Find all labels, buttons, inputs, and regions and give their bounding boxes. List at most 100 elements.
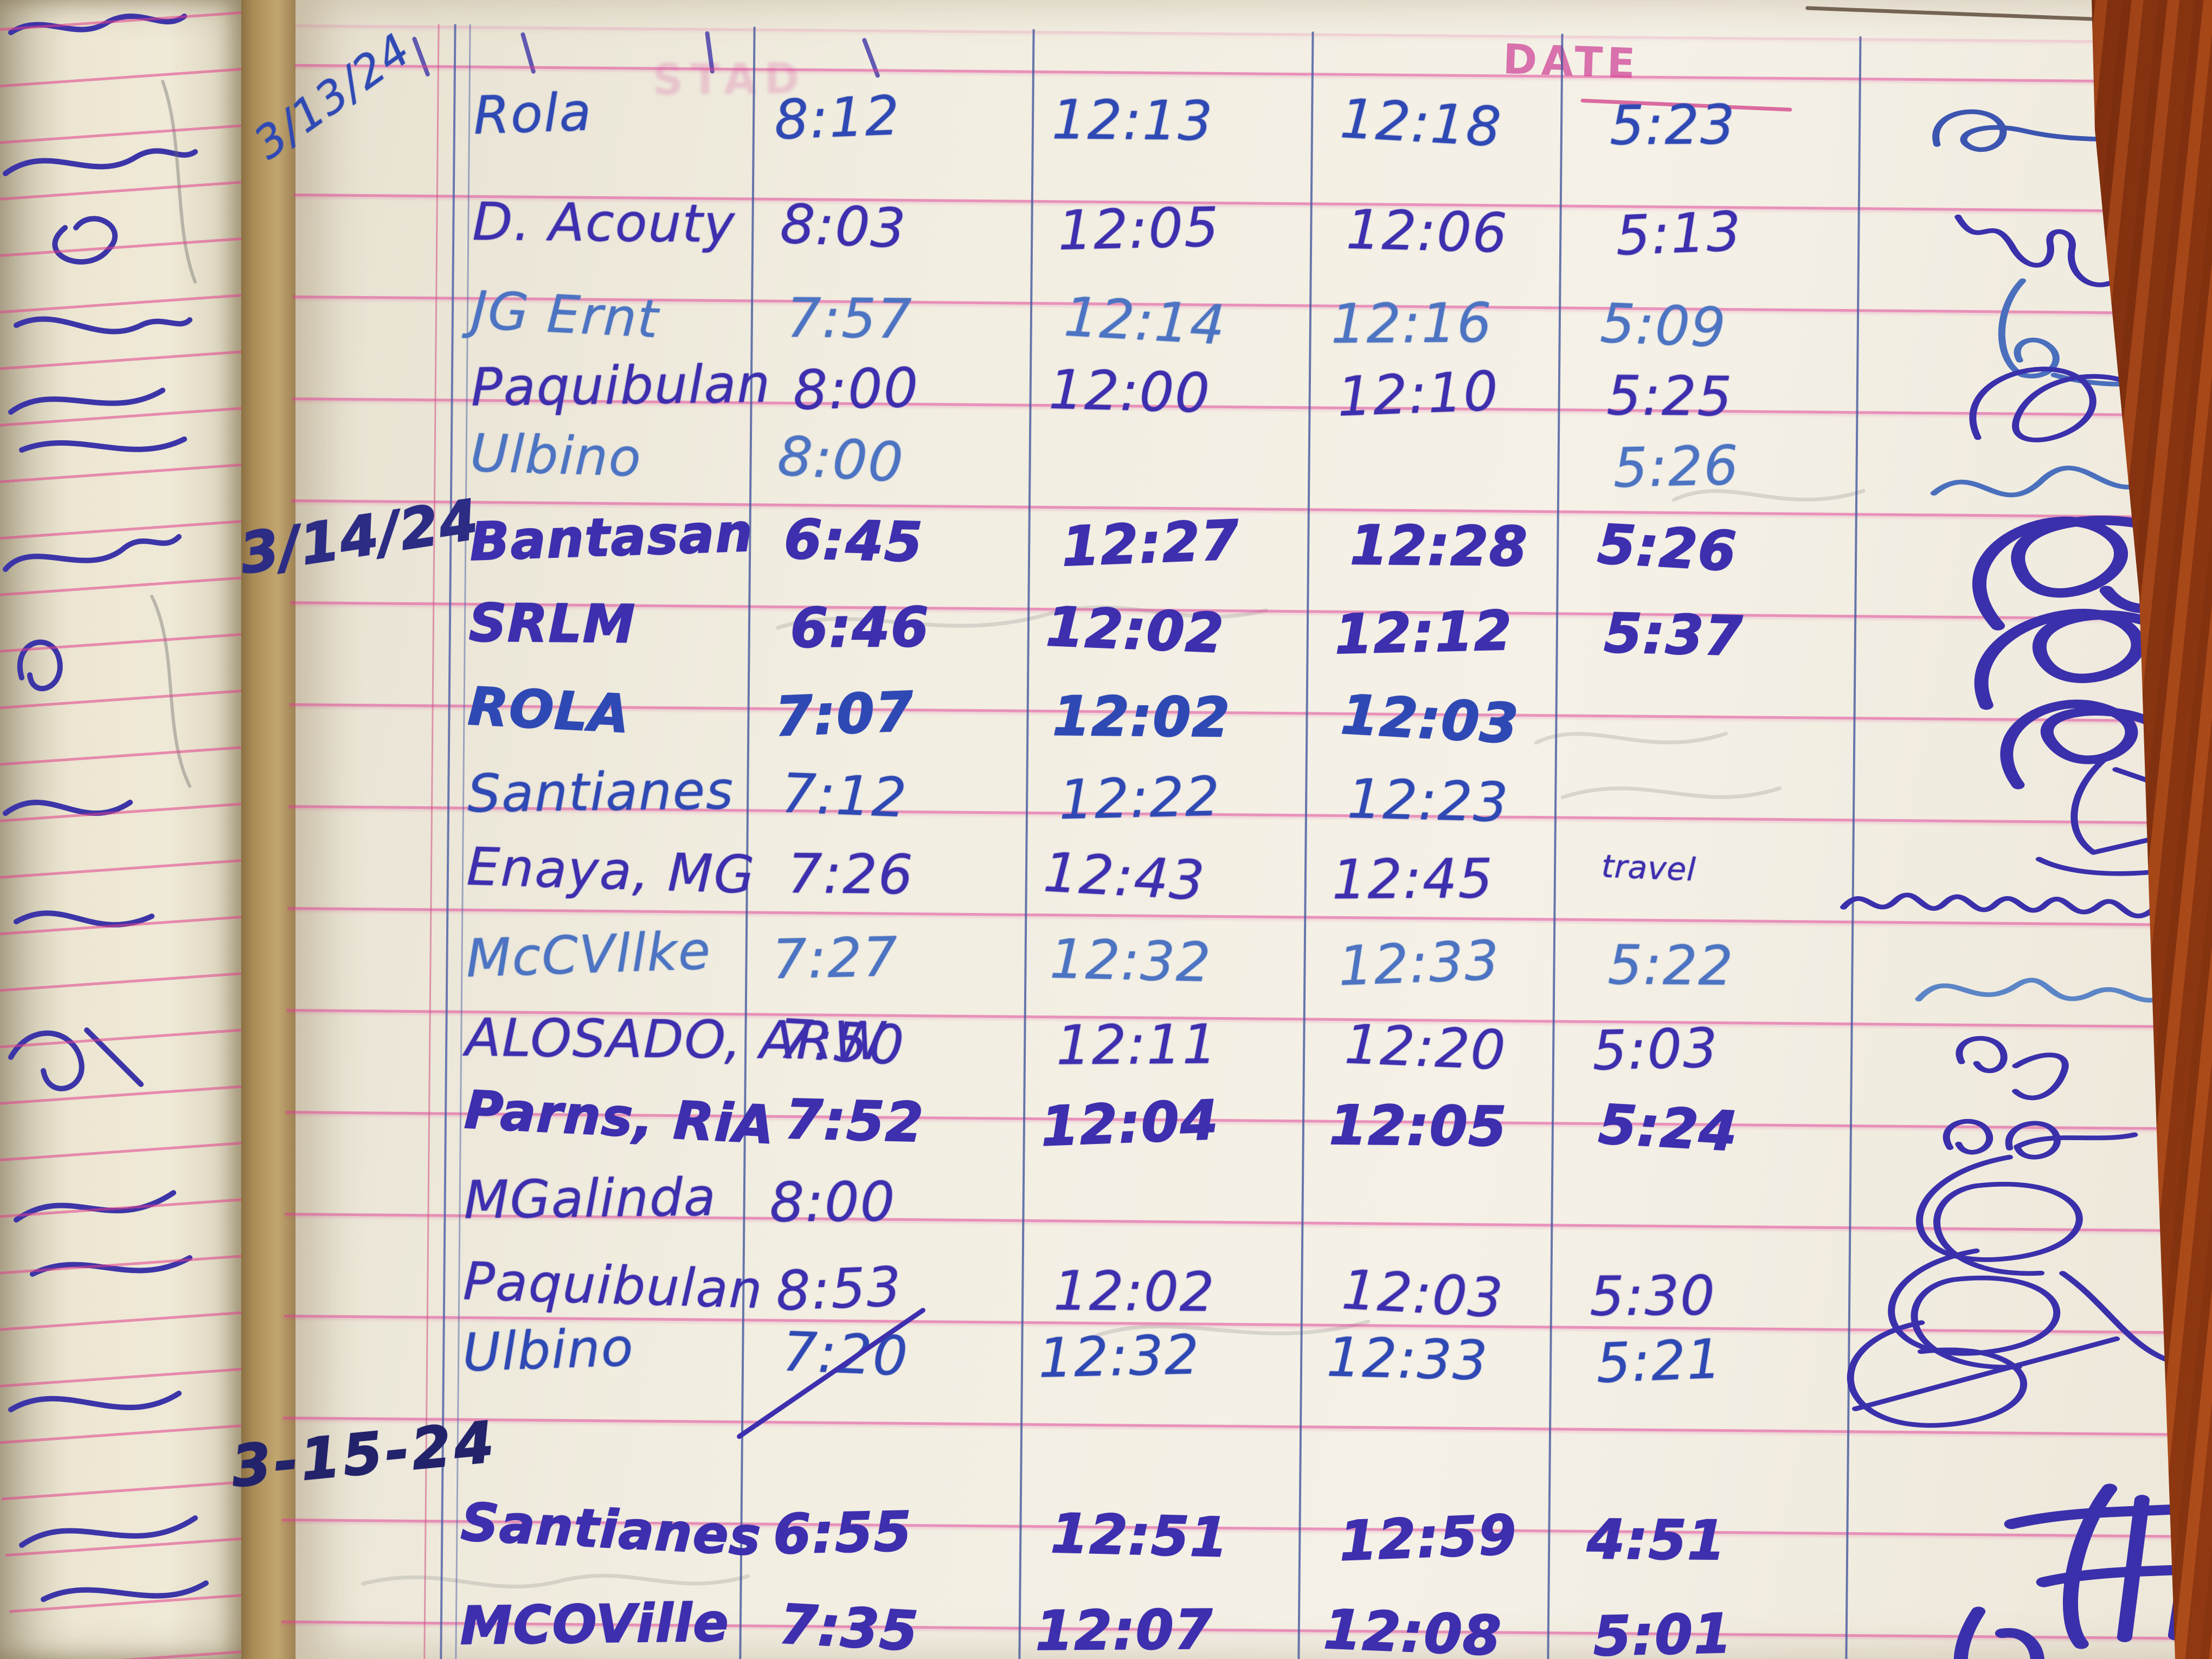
table-row: McCVllke 7:27 12:32 12:33 5:22 (286, 920, 2212, 1055)
time-out-cell: 5:13 (1615, 199, 1744, 268)
time-in-cell: 8:00 (769, 1169, 896, 1234)
table-row: Ulbino 7:20 12:32 12:33 5:21 (283, 1307, 2201, 1451)
name-cell: MGalinda (464, 1166, 717, 1231)
name-cell: Paquibulan (471, 353, 771, 418)
name-cell: Rola (472, 81, 593, 146)
noon-out-cell: 12:02 (1053, 1259, 1216, 1324)
time-in-cell: 6:45 (783, 507, 925, 575)
signature-scribble-cluster-scribble-1 (1916, 1155, 2083, 1276)
noon-out-cell: 12:51 (1050, 1501, 1230, 1570)
noon-out-cell: 12:00 (1048, 357, 1212, 426)
noon-out-cell: 12:32 (1049, 927, 1213, 995)
time-in-cell: 7:07 (773, 679, 916, 749)
noon-out-cell: 12:07 (1034, 1597, 1214, 1659)
time-out-cell: 5:26 (1612, 433, 1740, 500)
noon-in-cell: 12:16 (1330, 291, 1493, 356)
noon-out-cell: 12:32 (1037, 1322, 1201, 1390)
log-sheet: STAD DATE 3/13/24 Rola 8:12 12:13 12:18 5:23 D… (228, 0, 2212, 1659)
time-out-cell: 5:22 (1607, 933, 1734, 998)
noon-out-cell: 12:04 (1039, 1088, 1221, 1159)
ruled-lines-left (0, 0, 241, 1659)
time-in-cell: 6:55 (772, 1499, 914, 1567)
noon-out-cell: 12:14 (1062, 285, 1228, 357)
name-cell: Santianes (459, 1491, 764, 1568)
time-out-cell: 5:25 (1606, 364, 1733, 429)
time-in-cell: 8:00 (776, 424, 906, 495)
time-out-cell: 5:37 (1603, 601, 1745, 669)
signature-scribble-cluster-scribble-3 (1847, 1320, 2120, 1428)
noon-in-cell: 12:28 (1349, 513, 1529, 579)
name-cell: Enaya, MG (466, 836, 756, 906)
time-in-cell: 8:03 (779, 192, 908, 261)
noon-in-cell: 12:03 (1339, 682, 1521, 756)
time-out-cell: travel (1600, 847, 1697, 889)
noon-out-cell: 12:02 (1052, 684, 1232, 750)
log-page: STAD DATE 3/13/24 Rola 8:12 12:13 12:18 5:23 D… (228, 0, 2212, 1659)
noon-in-cell: 12:23 (1346, 767, 1510, 834)
signature-scribble-ago-mark (1943, 1118, 2138, 1160)
noon-in-cell: 12:59 (1338, 1502, 1519, 1574)
time-in-cell: 8:12 (773, 83, 902, 152)
noon-out-cell: 12:27 (1060, 507, 1242, 579)
noon-in-cell: 12:45 (1332, 847, 1494, 912)
name-cell: Ulbino (470, 422, 643, 488)
signature-scribble-jh-monogram (2004, 1483, 2212, 1649)
name-cell: JG Ernt (470, 279, 661, 350)
name-cell: Parns, RiA (462, 1079, 777, 1156)
signature-scribble-ng-mark (1954, 214, 2113, 287)
time-in-cell: 7:57 (786, 286, 913, 351)
name-cell: MCOVille (459, 1592, 730, 1657)
name-cell: D. Acouty (472, 191, 736, 255)
time-out-cell: 5:03 (1591, 1016, 1720, 1083)
noon-in-cell: 12:05 (1328, 1093, 1508, 1159)
time-in-cell: 7:26 (787, 841, 915, 907)
name-cell: ROLA (466, 675, 633, 745)
signature-scribble-ay-mark (1956, 1036, 2069, 1101)
table-row: ALOSADO, ARW 7:50 12:11 12:20 5:03 (286, 1006, 2203, 1139)
noon-in-cell: 12:08 (1322, 1597, 1503, 1659)
noon-out-cell: 12:05 (1057, 195, 1220, 262)
previous-page-edge (0, 0, 241, 1659)
table-row: Parns, RiA 7:52 12:04 12:05 5:24 (285, 1079, 2203, 1218)
time-in-cell: 8:53 (775, 1255, 904, 1323)
table-row: MGalinda 8:00 (284, 1155, 2202, 1299)
noon-in-cell: 12:33 (1326, 1325, 1489, 1393)
time-out-cell: 5:23 (1609, 93, 1737, 157)
noon-out-cell: 12:43 (1041, 840, 1207, 913)
time-in-cell: 7:35 (777, 1592, 921, 1659)
time-out-cell: 5:30 (1589, 1264, 1716, 1328)
noon-in-cell: 12:18 (1339, 86, 1504, 159)
time-in-cell: 7:27 (771, 925, 899, 992)
table-row: MCOVille 7:35 12:07 12:08 5:01 (281, 1591, 2212, 1659)
noon-in-cell: 12:12 (1333, 598, 1514, 667)
time-in-cell: 7:50 (777, 1007, 906, 1078)
signature-scribble-jynil-cursive (1949, 1606, 2212, 1659)
ghost-impressions (361, 31, 1866, 1589)
name-cell: Paquibulan (462, 1251, 764, 1321)
name-cell: Ulbino (461, 1316, 635, 1384)
noon-in-cell: 12:03 (1340, 1258, 1506, 1330)
name-cell: Santianes (467, 760, 735, 824)
time-in-cell: 7:52 (783, 1087, 925, 1155)
time-out-cell: 5:01 (1592, 1601, 1734, 1659)
table-row: D. Acouty 8:03 12:05 12:06 5:13 (293, 190, 2210, 323)
time-in-cell: 7:12 (780, 761, 909, 830)
name-cell: McCVllke (465, 920, 712, 989)
noon-in-cell: 12:10 (1336, 359, 1501, 429)
time-in-cell: 8:00 (792, 356, 920, 422)
time-in-cell: 6:46 (789, 595, 930, 660)
noon-in-cell: 12:06 (1345, 197, 1509, 265)
time-out-cell: 5:09 (1599, 291, 1728, 360)
noon-out-cell: 12:02 (1045, 594, 1226, 666)
noon-out-cell: 12:11 (1056, 1012, 1218, 1077)
table-row: Santianes 6:55 12:51 12:59 4:51 (281, 1483, 2212, 1649)
time-out-cell: 5:21 (1595, 1327, 1724, 1396)
time-out-cell: 5:26 (1596, 512, 1739, 584)
noon-out-cell: 12:22 (1058, 764, 1221, 832)
noon-in-cell: 12:20 (1343, 1012, 1508, 1083)
time-out-cell: 5:24 (1597, 1092, 1740, 1164)
time-out-cell: 4:51 (1586, 1507, 1727, 1573)
name-cell: SRLM (468, 592, 636, 655)
signature-scribble-jimarle-cursive (1915, 978, 2212, 1003)
